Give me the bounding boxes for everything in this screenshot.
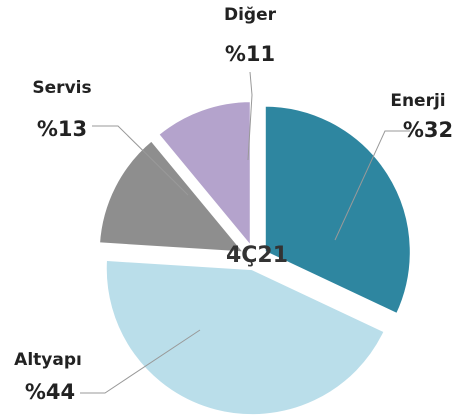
- slice: [155, 99, 253, 252]
- slice-value-label: %11: [225, 42, 275, 66]
- slice-name: Servis: [32, 78, 91, 98]
- slice: [96, 137, 249, 255]
- slice-value-label: %13: [37, 117, 87, 141]
- slice-name: Altyapı: [14, 350, 82, 370]
- center-label: 4Ç21: [226, 243, 288, 268]
- slice: [103, 257, 388, 417]
- leader-line: [334, 130, 410, 241]
- slice-value-label: %32: [403, 118, 453, 142]
- leader-line: [247, 71, 253, 161]
- leader-line: [80, 329, 201, 394]
- slice: [262, 103, 413, 317]
- slice-value-label: %44: [25, 380, 75, 404]
- slice-name: Enerji: [390, 91, 445, 111]
- slice-name: Diğer: [224, 5, 277, 25]
- leader-line: [92, 125, 189, 196]
